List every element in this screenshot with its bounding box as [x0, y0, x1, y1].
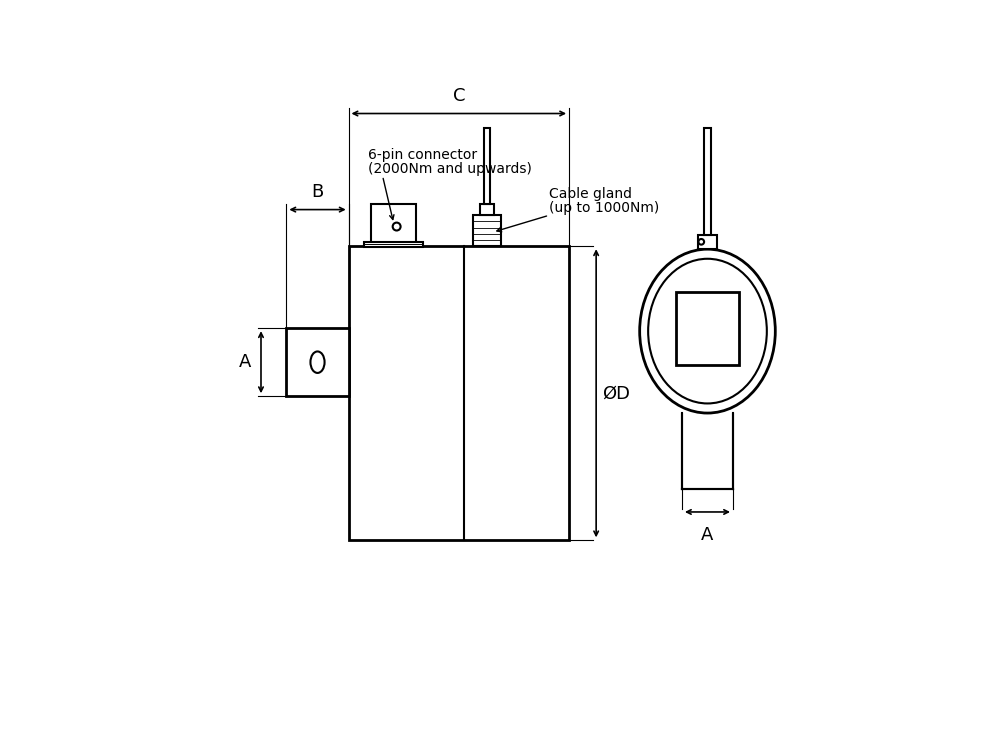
Bar	[349, 247, 569, 540]
Bar	[676, 238, 739, 413]
Bar	[484, 128, 490, 204]
Bar	[480, 204, 494, 215]
Text: B: B	[311, 183, 324, 201]
Bar	[698, 235, 717, 249]
Ellipse shape	[310, 352, 325, 373]
Text: C: C	[453, 87, 465, 105]
Text: Cable gland: Cable gland	[549, 187, 632, 201]
Circle shape	[393, 222, 401, 230]
Bar	[364, 241, 423, 247]
Bar	[286, 328, 349, 396]
Text: (2000Nm and upwards): (2000Nm and upwards)	[368, 161, 532, 175]
Text: (up to 1000Nm): (up to 1000Nm)	[549, 201, 659, 215]
Bar	[676, 291, 739, 365]
Text: A: A	[701, 526, 714, 544]
Text: A: A	[239, 353, 251, 371]
Circle shape	[698, 239, 704, 244]
Text: ØD: ØD	[602, 385, 630, 402]
Bar	[473, 215, 501, 247]
Ellipse shape	[640, 249, 775, 413]
Bar	[371, 204, 416, 247]
Ellipse shape	[648, 259, 767, 404]
Text: 6-pin connector: 6-pin connector	[368, 148, 478, 161]
Bar	[704, 128, 711, 235]
